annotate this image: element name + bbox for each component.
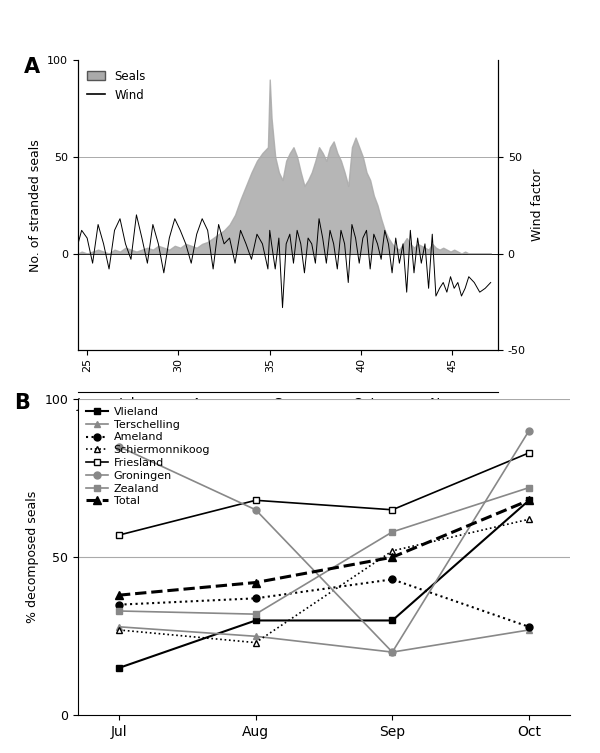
Total	[115, 590, 122, 599]
Vlieland	[389, 616, 396, 625]
Y-axis label: No. of stranded seals: No. of stranded seals	[29, 139, 42, 272]
Total	[389, 553, 396, 562]
Zealand	[526, 483, 533, 492]
Friesland	[115, 531, 122, 540]
Groningen	[115, 442, 122, 451]
Text: A: A	[23, 57, 40, 78]
Line: Friesland: Friesland	[116, 450, 532, 538]
Terschelling	[526, 626, 533, 635]
Friesland	[389, 505, 396, 514]
Line: Groningen: Groningen	[116, 427, 532, 656]
Ameland	[526, 622, 533, 631]
Groningen	[252, 505, 259, 514]
Zealand	[252, 610, 259, 619]
Zealand	[389, 527, 396, 536]
Ameland	[115, 600, 122, 609]
X-axis label: Time (week number & month): Time (week number & month)	[194, 416, 382, 429]
Ameland	[389, 575, 396, 584]
Groningen	[526, 426, 533, 435]
Ameland	[252, 594, 259, 603]
Schiermonnikoog	[526, 515, 533, 524]
Vlieland	[115, 663, 122, 672]
Zealand	[115, 606, 122, 615]
Legend: Seals, Wind: Seals, Wind	[84, 66, 149, 105]
Terschelling	[115, 622, 122, 631]
Line: Schiermonnikoog: Schiermonnikoog	[116, 516, 532, 646]
Vlieland	[526, 495, 533, 505]
Schiermonnikoog	[252, 638, 259, 647]
Vlieland	[252, 616, 259, 625]
Y-axis label: Wind factor: Wind factor	[531, 169, 544, 242]
Total	[252, 578, 259, 587]
Friesland	[252, 495, 259, 505]
Terschelling	[252, 632, 259, 641]
Y-axis label: % decomposed seals: % decomposed seals	[26, 491, 39, 623]
Text: B: B	[14, 393, 30, 413]
Terschelling	[389, 648, 396, 657]
Groningen	[389, 648, 396, 657]
Line: Terschelling: Terschelling	[116, 623, 532, 656]
Line: Ameland: Ameland	[116, 576, 532, 630]
Schiermonnikoog	[389, 547, 396, 556]
Legend: Vlieland, Terschelling, Ameland, Schiermonnikoog, Friesland, Groningen, Zealand,: Vlieland, Terschelling, Ameland, Schierm…	[83, 404, 212, 508]
Line: Total: Total	[115, 496, 533, 599]
Total	[526, 495, 533, 505]
Friesland	[526, 448, 533, 457]
Line: Zealand: Zealand	[116, 484, 532, 617]
Schiermonnikoog	[115, 626, 122, 635]
Line: Vlieland: Vlieland	[116, 497, 532, 672]
